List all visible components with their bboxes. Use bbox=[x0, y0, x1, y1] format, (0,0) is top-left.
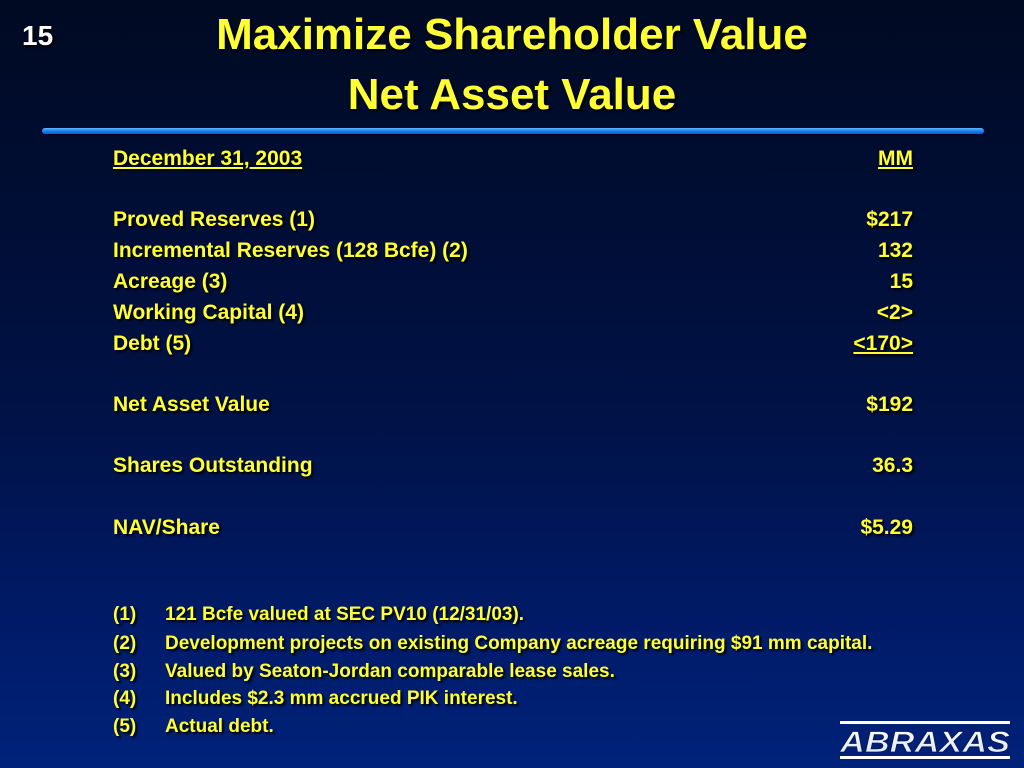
row-value: <2> bbox=[877, 298, 913, 328]
title-divider bbox=[42, 128, 984, 134]
page-title: Maximize Shareholder Value bbox=[0, 10, 1024, 60]
table-row-nav-per-share: NAV/Share $5.29 bbox=[113, 513, 913, 543]
logo-bottom-stripe bbox=[840, 756, 1010, 759]
table-row-shares-outstanding: Shares Outstanding 36.3 bbox=[113, 451, 913, 481]
row-label: NAV/Share bbox=[113, 513, 220, 543]
row-label: Incremental Reserves (128 Bcfe) (2) bbox=[113, 236, 468, 266]
page-subtitle: Net Asset Value bbox=[0, 70, 1024, 120]
footnote-number: (2) bbox=[113, 630, 136, 658]
row-label: Proved Reserves (1) bbox=[113, 205, 315, 235]
footnote-text: Development projects on existing Company… bbox=[165, 630, 872, 658]
footnote-number: (3) bbox=[113, 658, 136, 686]
table-header-date: December 31, 2003 bbox=[113, 144, 302, 174]
footnote-text: Valued by Seaton-Jordan comparable lease… bbox=[165, 658, 615, 686]
row-value: 132 bbox=[878, 236, 913, 266]
table-header-unit: MM bbox=[878, 144, 913, 174]
row-label: Acreage (3) bbox=[113, 267, 227, 297]
logo-wordmark: ABRAXAS bbox=[839, 726, 1010, 759]
table-row-debt: Debt (5) <170> bbox=[113, 329, 913, 359]
row-label: Debt (5) bbox=[113, 329, 191, 359]
footnote-number: (5) bbox=[113, 713, 136, 741]
logo-top-stripe bbox=[840, 721, 1010, 724]
footnote-number: (4) bbox=[113, 685, 136, 713]
row-label: Working Capital (4) bbox=[113, 298, 304, 328]
footnote-number: (1) bbox=[113, 601, 136, 629]
footnote-text: Includes $2.3 mm accrued PIK interest. bbox=[165, 685, 518, 713]
row-value: $192 bbox=[866, 390, 913, 420]
table-row-acreage: Acreage (3) 15 bbox=[113, 267, 913, 297]
abraxas-logo: ABRAXAS bbox=[836, 718, 1016, 762]
footnote-text: Actual debt. bbox=[165, 713, 274, 741]
footnote-text: 121 Bcfe valued at SEC PV10 (12/31/03). bbox=[165, 601, 524, 629]
row-value: 36.3 bbox=[872, 451, 913, 481]
row-value: $217 bbox=[866, 205, 913, 235]
table-row-incremental-reserves: Incremental Reserves (128 Bcfe) (2) 132 bbox=[113, 236, 913, 266]
table-row-net-asset-value: Net Asset Value $192 bbox=[113, 390, 913, 420]
row-value: <170> bbox=[853, 329, 913, 359]
row-value: $5.29 bbox=[860, 513, 913, 543]
table-header: December 31, 2003 MM bbox=[113, 144, 913, 174]
table-row-working-capital: Working Capital (4) <2> bbox=[113, 298, 913, 328]
row-label: Shares Outstanding bbox=[113, 451, 313, 481]
row-value: 15 bbox=[890, 267, 913, 297]
row-label: Net Asset Value bbox=[113, 390, 270, 420]
table-row-proved-reserves: Proved Reserves (1) $217 bbox=[113, 205, 913, 235]
